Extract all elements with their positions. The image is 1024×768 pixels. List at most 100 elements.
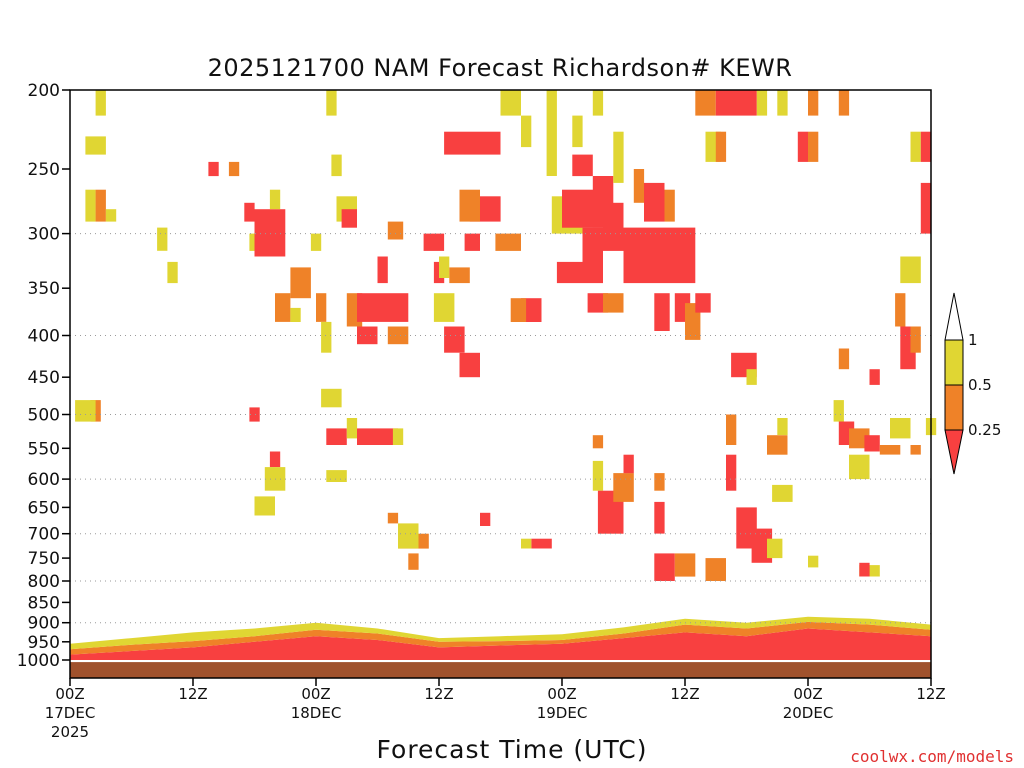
richardson-cell [838, 90, 850, 116]
richardson-cell [920, 131, 932, 162]
x-axis-label: Forecast Time (UTC) [377, 735, 648, 764]
richardson-cell [290, 267, 311, 299]
richardson-cell [751, 528, 773, 563]
richardson-cell [546, 90, 557, 176]
y-tick-label: 250 [28, 160, 60, 180]
richardson-cell [808, 131, 819, 162]
richardson-cell [310, 233, 322, 251]
x-tick-label: 00Z [793, 685, 822, 703]
richardson-cell [895, 293, 906, 327]
colorbar-bottom-arrow [944, 429, 964, 475]
richardson-cell [756, 90, 768, 116]
richardson-cell [582, 227, 603, 284]
x-tick-label: 00Z [301, 685, 330, 703]
richardson-cell [157, 227, 168, 251]
y-tick-label: 850 [28, 593, 60, 613]
y-tick-label: 300 [28, 225, 60, 245]
richardson-cell [357, 293, 409, 322]
richardson-cell [249, 407, 260, 422]
richardson-cell [767, 538, 783, 559]
richardson-cell [387, 221, 404, 240]
richardson-cell [357, 326, 378, 345]
richardson-cell [521, 115, 532, 148]
richardson-cell [105, 209, 117, 222]
richardson-cell [572, 115, 583, 148]
richardson-cell [357, 428, 378, 445]
richardson-cell [85, 136, 106, 155]
y-tick-label: 400 [28, 327, 60, 347]
richardson-cell [449, 267, 470, 284]
x-tick-label: 17DEC [45, 704, 96, 722]
richardson-cell [890, 418, 911, 439]
richardson-cell [444, 131, 501, 155]
richardson-cell [321, 388, 342, 408]
richardson-cell [377, 256, 388, 284]
y-tick-label: 800 [28, 572, 60, 592]
richardson-cell [459, 352, 480, 378]
richardson-cell [433, 293, 455, 322]
richardson-cell [633, 169, 645, 203]
richardson-cell [772, 484, 793, 502]
richardson-cell [777, 90, 788, 116]
richardson-cell [695, 90, 716, 116]
richardson-cell [603, 202, 624, 251]
richardson-cell [869, 369, 880, 385]
richardson-cell [572, 154, 593, 177]
richardson-cell [521, 538, 532, 549]
richardson-cell [797, 131, 809, 162]
richardson-cell [341, 209, 357, 228]
boundary-layer-band [70, 628, 931, 660]
richardson-cell [654, 501, 665, 534]
richardson-cell [290, 307, 301, 322]
richardson-cell [920, 182, 932, 234]
richardson-cell [500, 90, 521, 116]
richardson-cell [859, 562, 870, 577]
richardson-cell [767, 435, 788, 455]
richardson-cell [254, 496, 275, 516]
richardson-cell [208, 161, 219, 177]
richardson-cell [510, 298, 527, 322]
richardson-cell [85, 189, 96, 222]
richardson-cell [444, 326, 465, 353]
richardson-cell [275, 293, 291, 322]
x-tick-label: 18DEC [291, 704, 342, 722]
colorbar-label: 0.5 [968, 376, 992, 394]
richardson-cell [849, 428, 870, 449]
colorbar-top-arrow [944, 292, 964, 341]
colorbar-label: 1 [968, 331, 978, 349]
ground-layer [70, 662, 931, 678]
richardson-cell [910, 131, 921, 162]
richardson-cell [592, 435, 604, 449]
richardson-cell [331, 154, 342, 177]
richardson-cell [808, 555, 819, 568]
richardson-cell [623, 454, 634, 474]
richardson-cell [387, 512, 399, 524]
richardson-cell [726, 454, 737, 491]
richardson-cell [480, 512, 491, 526]
y-tick-label: 450 [28, 368, 60, 388]
richardson-cell [613, 131, 624, 183]
y-tick-label: 650 [28, 498, 60, 518]
richardson-cell [228, 161, 240, 177]
richardson-cell [654, 293, 670, 331]
richardson-cell [715, 131, 727, 162]
boundary-layer-band [70, 621, 931, 655]
x-tick-label: 12Z [178, 685, 207, 703]
boundary-layer-band [70, 616, 931, 650]
richardson-cell [95, 189, 106, 222]
richardson-cell [408, 553, 419, 570]
y-tick-label: 700 [28, 525, 60, 545]
colorbar-bin [944, 384, 964, 431]
richardson-cell [777, 418, 788, 436]
x-tick-label: 12Z [424, 685, 453, 703]
richardson-cell [587, 293, 609, 313]
richardson-cell [808, 90, 819, 116]
richardson-cell [654, 553, 675, 581]
y-tick-label: 200 [28, 81, 60, 101]
y-tick-label: 600 [28, 470, 60, 490]
richardson-cell [95, 90, 106, 116]
credit-link[interactable]: coolwx.com/models [850, 747, 1014, 766]
richardson-cell [439, 256, 450, 278]
